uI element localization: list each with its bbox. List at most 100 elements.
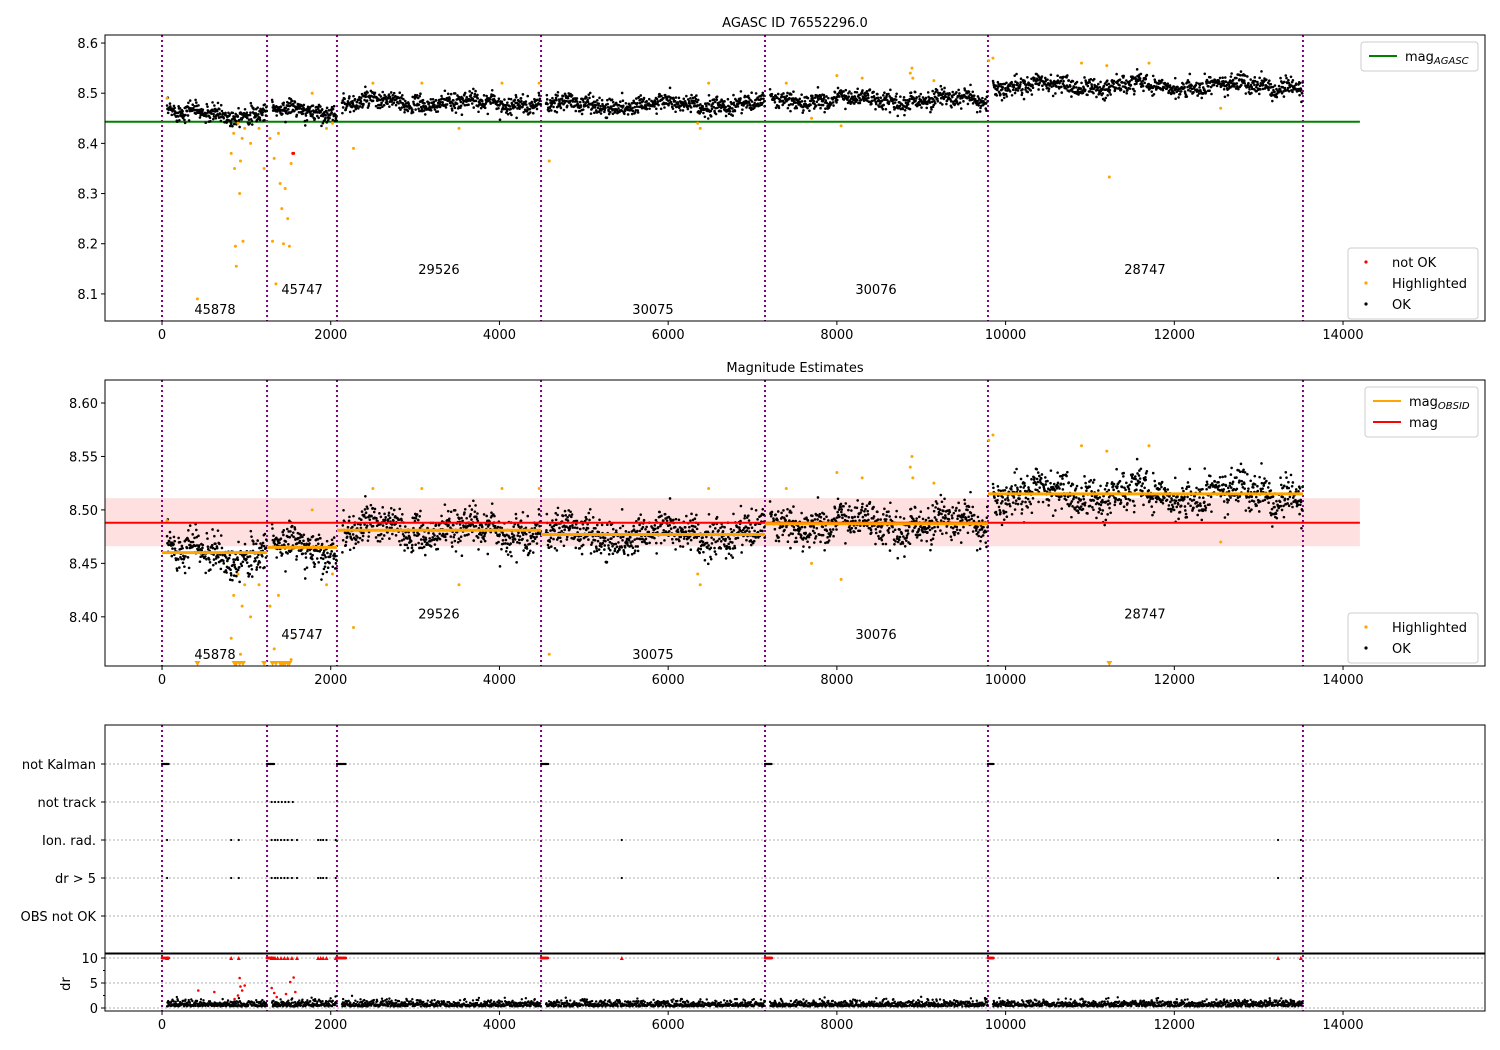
- ok-point: [1040, 75, 1044, 78]
- highlighted-point: [457, 126, 461, 130]
- ok-point: [747, 514, 750, 517]
- ok-point: [348, 515, 351, 519]
- ok-point: [504, 538, 508, 542]
- ok-point: [521, 93, 525, 96]
- ok-point: [1287, 89, 1291, 93]
- highlighted-point: [911, 76, 915, 80]
- ok-point: [610, 105, 613, 108]
- ok-point: [434, 523, 438, 527]
- ok-point: [593, 550, 596, 553]
- ok-point: [716, 103, 720, 107]
- ok-point: [603, 544, 607, 547]
- ok-point: [227, 556, 231, 560]
- ok-point: [419, 92, 422, 95]
- ok-point: [387, 93, 391, 96]
- ok-point: [818, 512, 822, 516]
- ok-point: [289, 97, 293, 101]
- ok-point: [1277, 84, 1281, 88]
- ok-point: [485, 514, 488, 518]
- highlighted-point: [280, 207, 284, 211]
- ok-point: [1174, 97, 1177, 101]
- ok-point: [384, 516, 387, 519]
- ok-point: [484, 100, 488, 104]
- ok-point: [278, 541, 281, 545]
- ok-point: [240, 564, 244, 568]
- ok-point: [434, 98, 438, 102]
- ok-point: [695, 513, 698, 517]
- ok-point: [756, 96, 759, 99]
- ok-point: [308, 538, 312, 542]
- ok-point: [403, 110, 406, 114]
- ok-point: [194, 98, 197, 102]
- ok-point: [1294, 82, 1298, 85]
- ok-point: [714, 552, 718, 556]
- ok-point: [334, 115, 338, 118]
- ok-point: [578, 546, 582, 550]
- ok-point: [178, 566, 181, 569]
- ok-point: [667, 530, 671, 533]
- ok-point: [445, 103, 449, 106]
- ok-point: [945, 102, 948, 106]
- ok-point: [331, 107, 335, 111]
- ok-point: [719, 106, 723, 110]
- ok-point: [1144, 77, 1148, 81]
- ok-point: [467, 103, 470, 106]
- ok-point: [1133, 89, 1136, 93]
- ok-point: [453, 106, 457, 110]
- ok-point: [305, 119, 309, 122]
- ok-point: [600, 523, 604, 527]
- ok-point: [272, 534, 275, 538]
- ok-point: [816, 518, 819, 521]
- ok-point: [1097, 82, 1100, 86]
- ok-point: [314, 108, 318, 112]
- ok-point: [282, 529, 286, 532]
- ok-point: [566, 519, 570, 522]
- ok-point: [403, 108, 407, 111]
- ok-point: [826, 536, 829, 539]
- ok-point: [290, 524, 294, 528]
- ok-point: [191, 103, 195, 106]
- ok-point: [580, 112, 584, 116]
- ok-point: [236, 568, 240, 572]
- highlighted-point: [257, 126, 261, 130]
- ok-point: [231, 111, 235, 115]
- ok-point: [291, 531, 295, 534]
- highlighted-point: [1219, 106, 1223, 110]
- ok-point: [633, 551, 636, 555]
- ok-point: [225, 121, 228, 124]
- ok-point: [676, 102, 680, 105]
- ok-point: [484, 531, 487, 534]
- ok-point: [792, 90, 795, 93]
- ok-point: [844, 88, 848, 92]
- ok-point: [173, 547, 177, 550]
- ok-point: [563, 509, 567, 513]
- ok-point: [701, 540, 705, 544]
- ok-point: [784, 96, 787, 100]
- ok-point: [282, 533, 285, 537]
- ok-point: [624, 530, 628, 533]
- ok-point: [830, 530, 833, 534]
- ok-point: [380, 101, 383, 105]
- ok-point: [1049, 73, 1053, 77]
- ok-point: [1141, 84, 1145, 88]
- ok-point: [392, 508, 396, 512]
- ok-point: [236, 115, 240, 118]
- ok-point: [663, 106, 666, 109]
- ok-point: [792, 505, 795, 508]
- ok-point: [995, 94, 999, 97]
- ok-point: [588, 507, 592, 511]
- ok-point: [264, 114, 268, 117]
- ok-point: [1258, 76, 1261, 80]
- ok-point: [177, 536, 180, 540]
- ok-point: [402, 534, 406, 538]
- ok-point: [594, 526, 597, 530]
- ok-point: [737, 530, 740, 534]
- ok-point: [806, 540, 809, 544]
- ok-point: [526, 514, 530, 518]
- ok-point: [711, 530, 715, 533]
- ok-point: [749, 543, 753, 547]
- ok-point: [316, 111, 319, 114]
- ok-point: [729, 554, 733, 557]
- ok-point: [713, 527, 717, 530]
- ok-point: [1185, 95, 1189, 98]
